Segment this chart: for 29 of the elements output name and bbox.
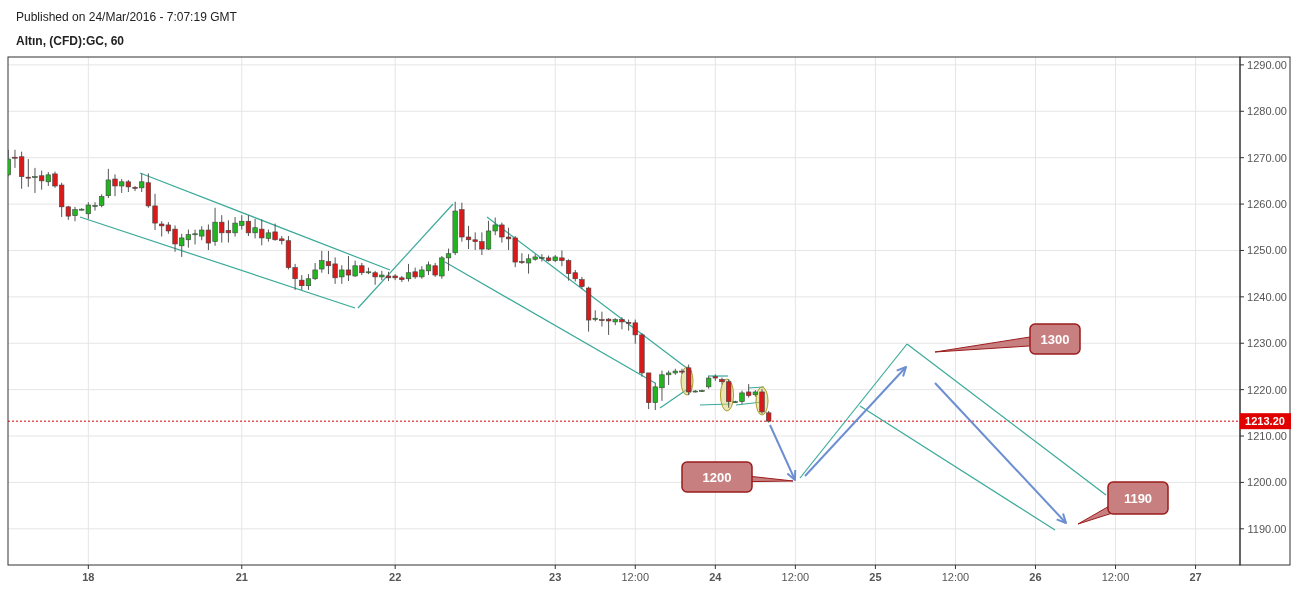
y-tick-label: 1290.00 (1247, 58, 1287, 71)
x-tick-label: 12:00 (941, 571, 970, 583)
y-tick-label: 1230.00 (1247, 337, 1287, 350)
y-tick-label: 1200.00 (1247, 476, 1287, 489)
ref-line-label: 1213.20 (1245, 415, 1285, 428)
x-tick-label: 27 (1189, 571, 1202, 583)
x-tick-label: 18 (82, 571, 95, 583)
annotation: 1200 (702, 470, 732, 485)
x-tick-label: 12:00 (1101, 571, 1130, 583)
x-tick-label: 25 (869, 571, 882, 583)
chart-title: Altın, (CFD):GC, 60 (16, 34, 125, 48)
x-tick-label: 12:00 (621, 571, 650, 583)
y-tick-label: 1260.00 (1247, 198, 1287, 211)
y-tick-label: 1220.00 (1247, 383, 1287, 396)
x-tick-label: 21 (235, 571, 248, 583)
annotation: 1300 (1040, 332, 1070, 347)
x-tick-label: 24 (709, 571, 723, 583)
x-tick-label: 22 (389, 571, 402, 583)
y-tick-label: 1250.00 (1247, 244, 1287, 257)
chart-subtitle: Published on 24/Mar/2016 - 7:07:19 GMT (16, 10, 238, 24)
y-tick-label: 1270.00 (1247, 151, 1287, 164)
x-tick-label: 12:00 (781, 571, 810, 583)
y-tick-label: 1210.00 (1247, 430, 1287, 443)
y-tick-label: 1240.00 (1247, 290, 1287, 303)
y-tick-label: 1190.00 (1247, 522, 1287, 535)
x-tick-label: 26 (1029, 571, 1042, 583)
x-tick-label: 23 (549, 571, 562, 583)
annotation: 1190 (1123, 491, 1153, 506)
y-tick-label: 1280.00 (1247, 105, 1287, 118)
